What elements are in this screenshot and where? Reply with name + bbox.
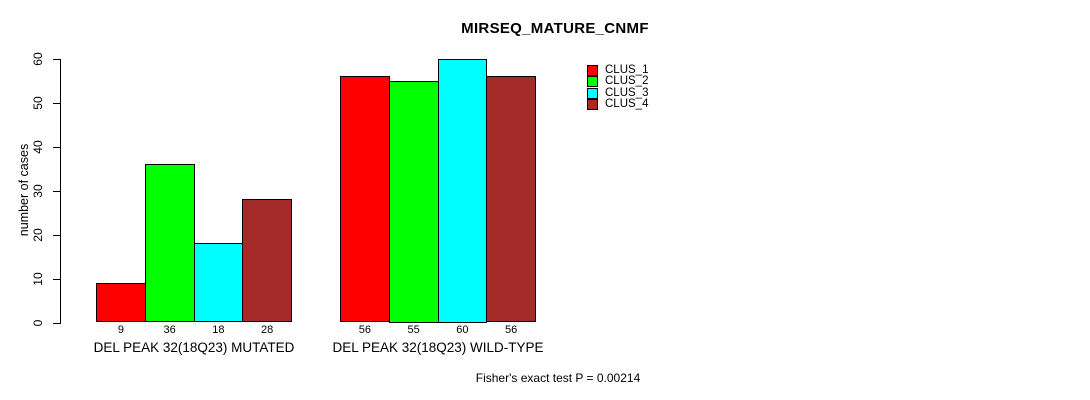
bar-value-label: 55: [407, 324, 420, 336]
y-tick-label: 50: [31, 95, 45, 110]
legend-label: CLUS_1: [605, 63, 649, 76]
y-tick-label: 40: [31, 139, 45, 154]
bar-value-label: 18: [212, 324, 225, 336]
bar-value-label: 9: [117, 324, 124, 336]
legend-label: CLUS_2: [605, 75, 649, 88]
legend-swatch: [587, 76, 598, 88]
y-tick-label: 20: [31, 227, 45, 242]
bar-clus_4-group1: [242, 199, 292, 323]
legend-swatch: [587, 64, 598, 76]
bar-value-label: 56: [358, 324, 371, 336]
bar-clus_1-group1: [96, 282, 146, 323]
y-tick-label: 30: [31, 183, 45, 198]
bar-clus_2-group1: [144, 164, 195, 323]
x-group-label: DEL PEAK 32(18Q23) WILD-TYPE: [332, 340, 544, 355]
legend-item: CLUS_4: [587, 98, 649, 111]
y-tick: [53, 102, 61, 104]
x-group-label: DEL PEAK 32(18Q23) MUTATED: [93, 340, 295, 355]
y-tick: [53, 190, 61, 192]
legend-item: CLUS_1: [587, 63, 649, 76]
chart-title: MIRSEQ_MATURE_CNMF: [461, 20, 649, 37]
legend-swatch: [587, 99, 598, 111]
bar-value-label: 60: [456, 324, 469, 336]
legend-label: CLUS_4: [605, 98, 649, 111]
bar-clus_4-group2: [486, 76, 536, 323]
bar-clus_1-group2: [340, 76, 390, 323]
stat-annotation: Fisher's exact test P = 0.00214: [475, 371, 641, 385]
y-tick-label: 0: [31, 319, 45, 326]
y-axis-title: number of cases: [17, 143, 31, 237]
bar-clus_2-group2: [388, 80, 439, 323]
bar-value-label: 28: [261, 324, 274, 336]
legend-label: CLUS_3: [605, 86, 649, 99]
y-tick: [53, 234, 61, 236]
y-tick-label: 10: [31, 271, 45, 286]
bar-value-label: 36: [163, 324, 176, 336]
legend-item: CLUS_2: [587, 75, 649, 88]
bar-clus_3-group2: [437, 58, 488, 323]
y-tick: [53, 58, 61, 60]
y-tick-label: 60: [31, 51, 45, 66]
y-tick: [53, 278, 61, 280]
bar-clus_3-group1: [193, 243, 244, 323]
legend-item: CLUS_3: [587, 86, 649, 99]
y-tick: [53, 322, 61, 324]
bar-value-label: 56: [505, 324, 518, 336]
legend-swatch: [587, 87, 598, 99]
y-tick: [53, 146, 61, 148]
